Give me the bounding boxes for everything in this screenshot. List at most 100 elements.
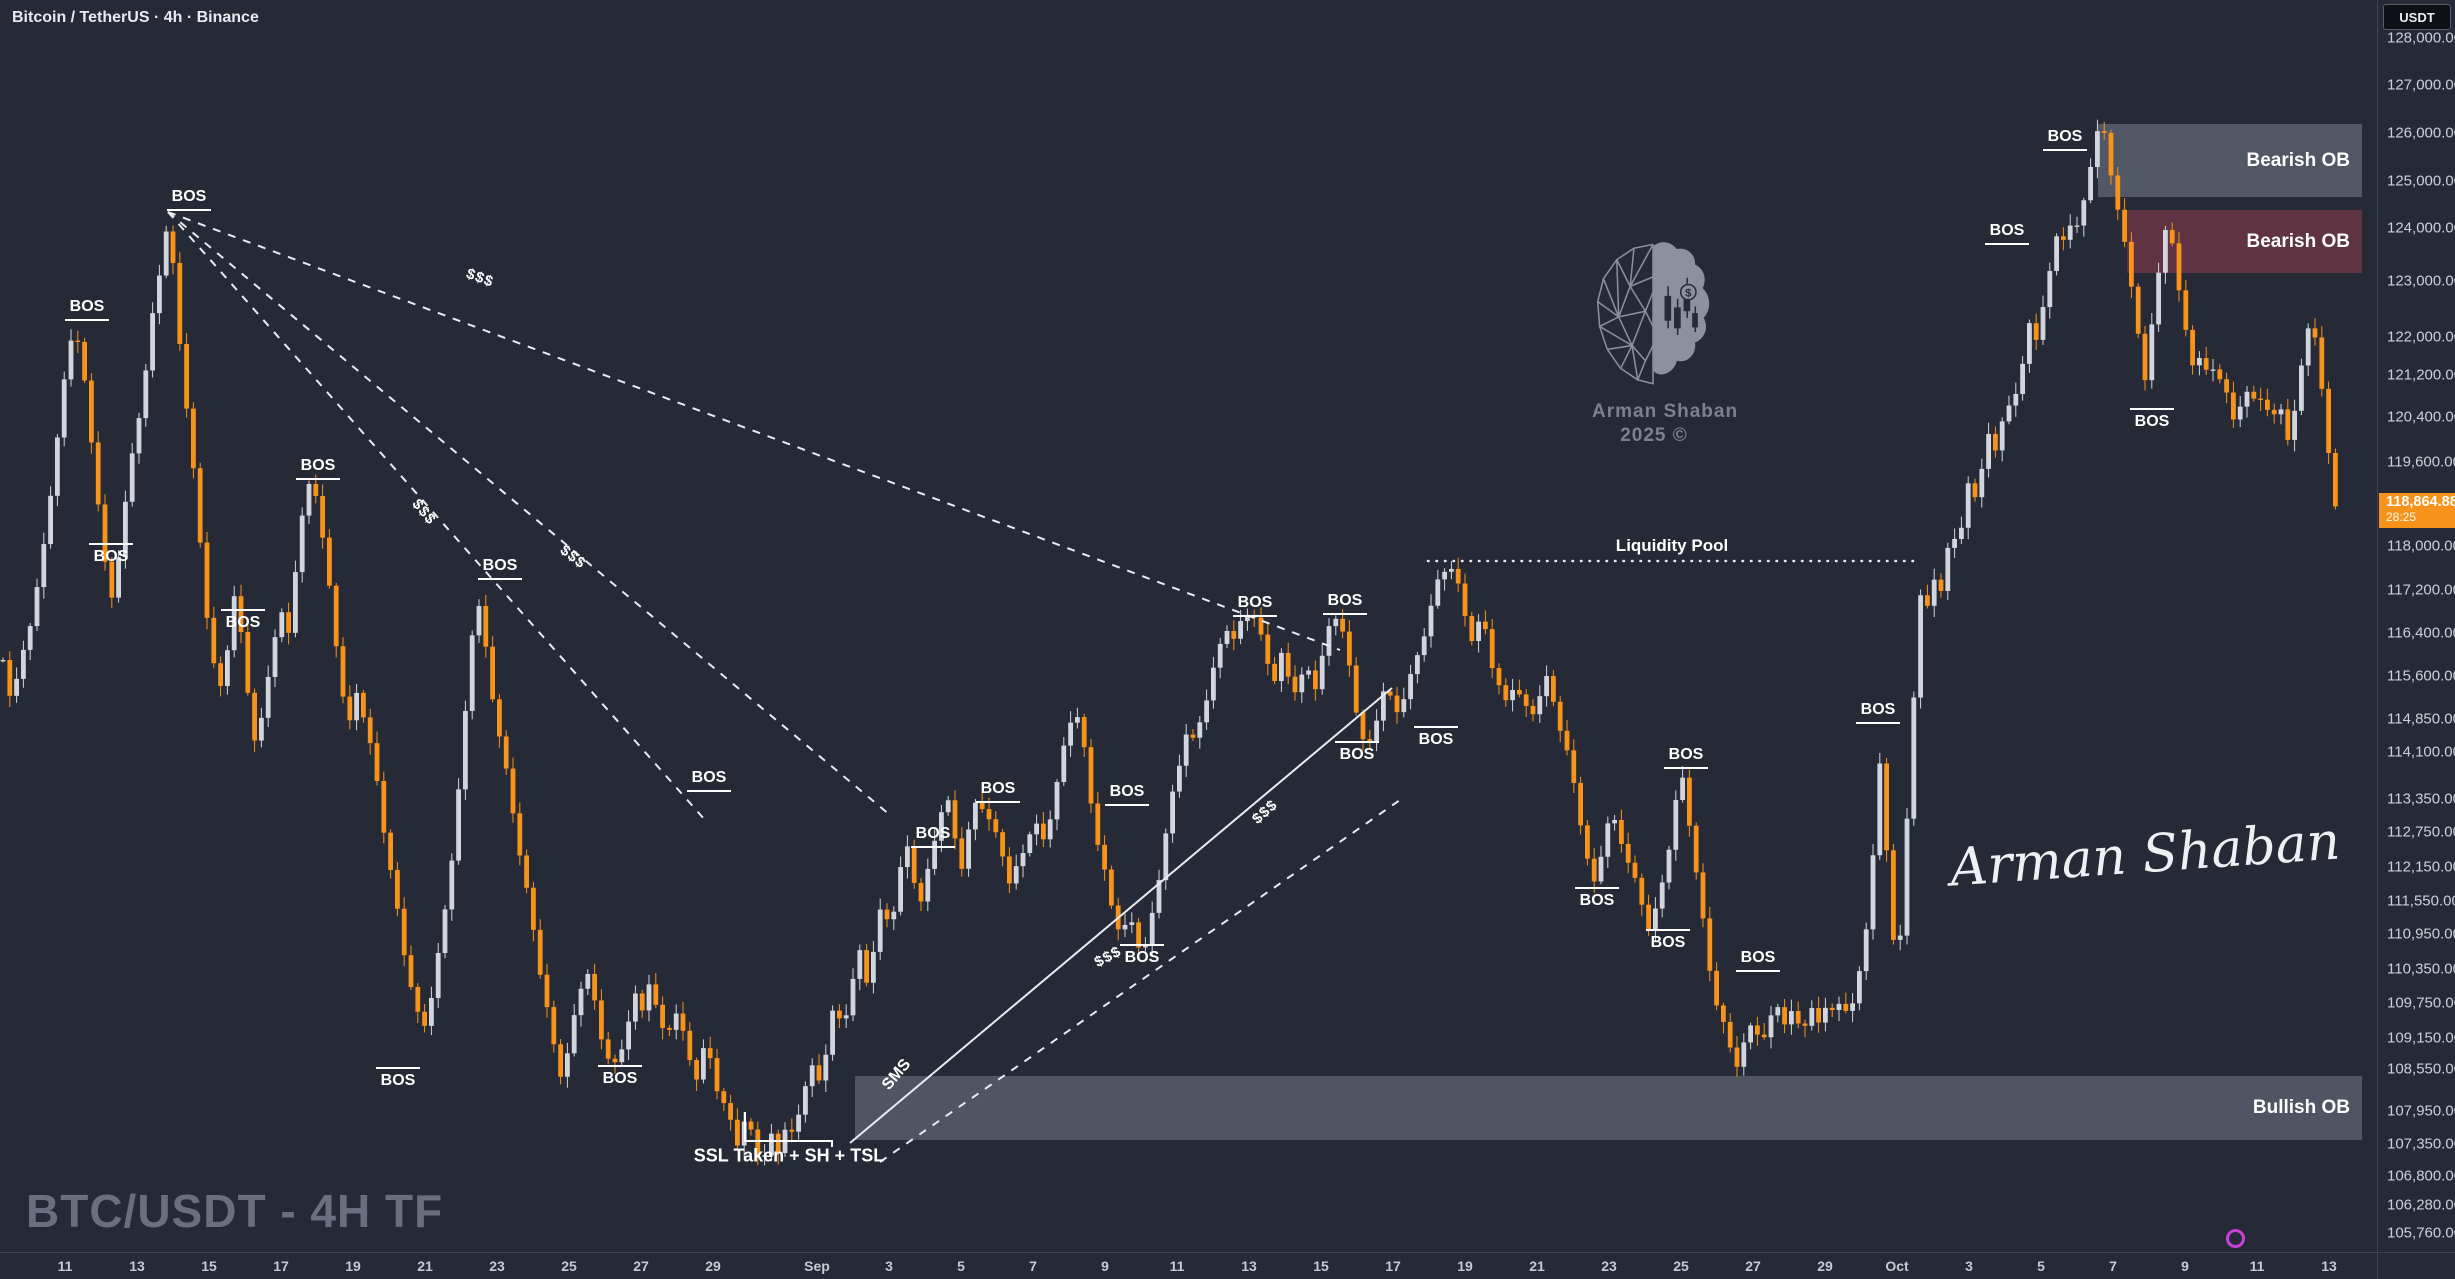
price-tick: 109,750.00 — [2387, 994, 2455, 1012]
time-tick: 9 — [2181, 1258, 2189, 1274]
bos-underline — [478, 578, 522, 580]
bos-label: BOS — [482, 557, 518, 574]
time-tick: 9 — [1101, 1258, 1109, 1274]
time-tick: 21 — [417, 1258, 433, 1274]
bos-label: BOS — [980, 780, 1016, 797]
time-tick: 11 — [2249, 1258, 2265, 1274]
bos-underline — [1664, 767, 1708, 769]
order-block-label: Bullish OB — [2252, 1097, 2350, 1118]
money-label: $$$ — [1248, 796, 1282, 828]
time-tick: 7 — [2109, 1258, 2117, 1274]
bos-label: BOS — [602, 1070, 638, 1087]
time-tick: 21 — [1529, 1258, 1545, 1274]
money-label: $$$ — [1091, 942, 1125, 972]
price-tick: 124,000.00 — [2387, 219, 2455, 237]
logo-year: 2025 © — [1620, 425, 1688, 446]
money-label: $$$ — [408, 495, 440, 529]
price-tick: 108,550.00 — [2387, 1060, 2455, 1078]
liquidity-pool-label: Liquidity Pool — [1615, 536, 1729, 555]
time-tick: 13 — [129, 1258, 145, 1274]
svg-text:$: $ — [1685, 287, 1692, 299]
price-tick: 107,350.00 — [2387, 1135, 2455, 1153]
time-tick: 7 — [1029, 1258, 1037, 1274]
symbol-title[interactable]: Bitcoin / TetherUS · 4h · Binance — [12, 9, 259, 26]
time-tick: 15 — [1313, 1258, 1329, 1274]
time-tick: 17 — [273, 1258, 289, 1274]
bos-label: BOS — [1989, 222, 2025, 239]
bos-underline — [1105, 804, 1149, 806]
ssl-taken-label: SSL Taken + SH + TSL — [693, 1145, 885, 1166]
bos-underline — [1323, 613, 1367, 615]
bos-underline — [65, 319, 109, 321]
bos-underline — [1575, 887, 1619, 889]
order-block-box[interactable]: Bearish OB — [2098, 124, 2362, 197]
time-tick: 3 — [1965, 1258, 1973, 1274]
bos-label: BOS — [1860, 701, 1896, 718]
bos-underline — [1646, 929, 1690, 931]
price-tick: 117,200.00 — [2387, 581, 2455, 599]
time-tick: 23 — [489, 1258, 505, 1274]
trendline[interactable] — [849, 687, 1393, 1144]
price-tick: 116,400.00 — [2387, 624, 2455, 642]
time-tick: 13 — [2321, 1258, 2337, 1274]
trendline[interactable] — [167, 211, 1341, 651]
ssl-tick-left — [744, 1112, 746, 1142]
price-tick: 114,100.00 — [2387, 743, 2455, 761]
bos-label: BOS — [1339, 746, 1375, 763]
time-tick: 5 — [2037, 1258, 2045, 1274]
time-tick: 11 — [1169, 1258, 1185, 1274]
time-tick: 17 — [1385, 1258, 1401, 1274]
bar-countdown: 28:25 — [2386, 509, 2417, 524]
time-tick: 29 — [1817, 1258, 1833, 1274]
time-axis[interactable]: 11 13 15 17 19 21 23 25 27 29 Sep 3 5 7 9 11 13 15 17 19 21 2… — [0, 1252, 2455, 1279]
price-tick: 127,000.00 — [2387, 76, 2455, 94]
bos-underline — [89, 543, 133, 545]
bos-underline — [376, 1067, 420, 1069]
price-tick: 110,950.00 — [2387, 925, 2455, 943]
bos-label: BOS — [300, 457, 336, 474]
time-tick: 29 — [705, 1258, 721, 1274]
logo-name: Arman Shaban — [1592, 401, 1739, 422]
price-tick: 110,350.00 — [2387, 960, 2455, 978]
bos-underline — [1120, 944, 1164, 946]
bos-underline — [1233, 615, 1277, 617]
time-tick: Oct — [1885, 1258, 1909, 1274]
bos-label: BOS — [1327, 592, 1363, 609]
trendline[interactable] — [167, 211, 706, 821]
price-tick: 109,150.00 — [2387, 1029, 2455, 1047]
bos-label: BOS — [2134, 413, 2170, 430]
bos-underline — [296, 478, 340, 480]
bos-label: BOS — [1418, 731, 1454, 748]
time-tick: 25 — [561, 1258, 577, 1274]
bos-underline — [598, 1065, 642, 1067]
price-tick: 106,800.00 — [2387, 1167, 2455, 1185]
order-block-box[interactable]: Bullish OB — [855, 1076, 2362, 1140]
price-tick: 115,600.00 — [2387, 667, 2455, 685]
price-tick: 118,000.00 — [2387, 537, 2455, 555]
current-price-badge: 118,864.88 28:25 — [2379, 493, 2455, 528]
bos-label: BOS — [225, 614, 261, 631]
publish-icon[interactable] — [2226, 1229, 2245, 1248]
bos-underline — [221, 609, 265, 611]
bos-label: BOS — [1668, 746, 1704, 763]
price-tick: 113,350.00 — [2387, 790, 2455, 808]
price-tick: 111,550.00 — [2387, 892, 2455, 910]
bos-label: BOS — [2047, 128, 2083, 145]
price-tick: 119,600.00 — [2387, 453, 2455, 471]
trendline[interactable] — [167, 211, 891, 816]
price-axis[interactable]: USDT 118,864.88 28:25 128,000.00 127,000.… — [2377, 0, 2455, 1279]
bos-label: BOS — [1124, 949, 1160, 966]
money-label: $$$ — [556, 541, 590, 573]
bos-label: BOS — [93, 548, 129, 565]
bos-label: BOS — [171, 188, 207, 205]
time-tick: Sep — [804, 1258, 830, 1274]
time-tick: 27 — [633, 1258, 649, 1274]
price-tick: 112,750.00 — [2387, 823, 2455, 841]
bos-label: BOS — [1650, 934, 1686, 951]
price-tick: 121,200.00 — [2387, 366, 2455, 384]
currency-button[interactable]: USDT — [2383, 4, 2451, 30]
time-tick: 15 — [201, 1258, 217, 1274]
price-tick: 107,950.00 — [2387, 1102, 2455, 1120]
price-tick: 120,400.00 — [2387, 408, 2455, 426]
